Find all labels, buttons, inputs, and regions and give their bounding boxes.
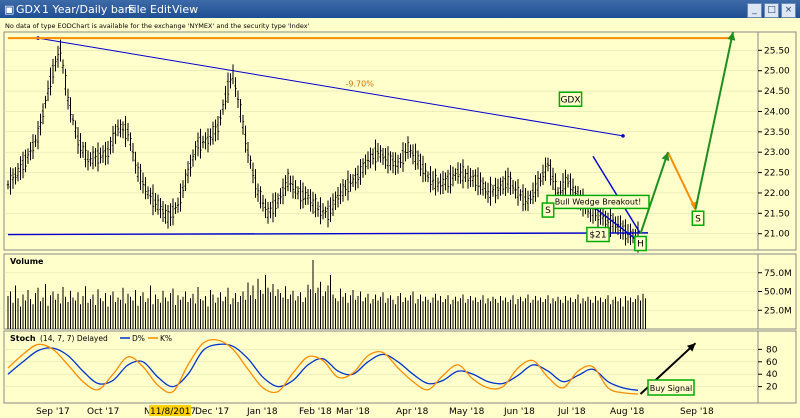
price-tick-label: 21.00 bbox=[764, 230, 790, 240]
stoch-params: (14, 7, 7) Delayed bbox=[40, 334, 108, 343]
x-tick-label: Sep '17 bbox=[36, 407, 70, 417]
stochastic-panel-frame bbox=[3, 330, 759, 404]
volume-panel-axis-strip bbox=[757, 253, 797, 330]
projection-pullback-line bbox=[667, 151, 697, 210]
legend-d-label: D% bbox=[132, 334, 145, 343]
annotation-text-2: S bbox=[545, 206, 551, 216]
price-tick-label: 22.00 bbox=[764, 189, 790, 199]
price-tick-label: 23.50 bbox=[764, 128, 790, 138]
price-tick-label: 23.00 bbox=[764, 148, 790, 158]
volume-panel: Volume 75.0M 50.0M 25.0M bbox=[3, 253, 797, 330]
x-tick-label: Apr '18 bbox=[396, 407, 429, 417]
annotation-box-2 bbox=[541, 202, 555, 218]
chart-area: No data of type EODChart is available fo… bbox=[3, 22, 797, 417]
projection-rally-arrow bbox=[639, 151, 669, 235]
annotation-text-5: H bbox=[637, 240, 644, 250]
stoch-title: Stoch bbox=[10, 334, 36, 343]
trendline-end-dot bbox=[621, 134, 625, 138]
buy-signal-label: Buy Signal bbox=[650, 384, 692, 393]
annotation-text-0: GDX bbox=[560, 95, 580, 105]
x-tick-label: Feb '18 bbox=[299, 407, 332, 417]
x-tick-label: 11/8/2017 bbox=[150, 407, 196, 417]
maximize-icon[interactable]: □ bbox=[764, 3, 779, 18]
price-tick-label: 24.50 bbox=[764, 87, 790, 97]
projection-rally-arrow-head bbox=[661, 152, 670, 162]
x-tick-label: Jul '18 bbox=[557, 407, 586, 417]
x-tick-label: Aug '18 bbox=[610, 407, 645, 417]
price-tick-label: 22.50 bbox=[764, 169, 790, 179]
annotation-box-3 bbox=[691, 210, 705, 226]
x-tick-label: Jun '18 bbox=[503, 407, 535, 417]
projection-target-arrow bbox=[694, 31, 734, 210]
x-tick-label: Sep '18 bbox=[680, 407, 714, 417]
annotation-text-4: $21 bbox=[589, 231, 606, 241]
window-controls: _ □ × bbox=[745, 2, 796, 18]
stoch-tick-label: 60 bbox=[766, 358, 778, 368]
timeframe-label[interactable]: 1 Year/Daily bars bbox=[42, 3, 135, 16]
annotation-box-4 bbox=[586, 226, 610, 243]
buy-signal-box bbox=[647, 379, 695, 396]
stochastic-panel-axis-strip bbox=[757, 330, 797, 404]
price-panel-axis-strip bbox=[757, 31, 797, 251]
price-tick-label: 24.00 bbox=[764, 107, 790, 117]
volume-tick-label: 75.0M bbox=[764, 269, 792, 279]
stochastic-panel: Stoch (14, 7, 7) Delayed D% K% 80 60 40 20 Buy S… bbox=[3, 330, 797, 404]
stoch-tick-label: 40 bbox=[766, 370, 778, 380]
menu-file[interactable]: File bbox=[128, 3, 147, 16]
volume-title: Volume bbox=[10, 257, 44, 266]
annotation-box-1 bbox=[546, 194, 650, 210]
volume-tick-label: 25.0M bbox=[764, 306, 792, 316]
annotation-text-1: Bull Wedge Breakout! bbox=[555, 198, 642, 207]
x-tick-label: May '18 bbox=[449, 407, 485, 417]
window-titlebar: ▣ GDX 1 Year/Daily bars File Edit View _… bbox=[0, 0, 800, 18]
price-panel: 21.00 21.50 22.00 22.50 23.00 23.50 24.00 24.50… bbox=[3, 31, 797, 253]
menu-edit[interactable]: Edit bbox=[150, 3, 172, 16]
menu-view[interactable]: View bbox=[172, 3, 199, 16]
trendline-1 bbox=[7, 232, 649, 236]
stoch-tick-label: 80 bbox=[766, 345, 778, 355]
data-notice: No data of type EODChart is available fo… bbox=[5, 22, 310, 30]
stoch-line-d bbox=[7, 343, 639, 391]
price-tick-label: 25.00 bbox=[764, 67, 790, 77]
x-tick-label: Mar '18 bbox=[336, 407, 370, 417]
annotation-box-5 bbox=[634, 235, 647, 252]
price-panel-frame bbox=[3, 31, 759, 251]
legend-k-label: K% bbox=[160, 334, 172, 343]
x-tick-label: Oct '17 bbox=[87, 407, 119, 417]
stoch-tick-label: 20 bbox=[766, 383, 778, 393]
price-tick-label: 21.50 bbox=[764, 209, 790, 219]
stoch-line-k bbox=[7, 338, 639, 395]
minimize-icon[interactable]: _ bbox=[747, 3, 762, 18]
price-tick-label: 25.50 bbox=[764, 46, 790, 56]
date-highlight bbox=[149, 405, 191, 416]
projection-target-arrow-head bbox=[727, 32, 736, 41]
trendline-0 bbox=[37, 37, 624, 137]
annotation-box-0 bbox=[558, 91, 583, 107]
volume-tick-label: 50.0M bbox=[764, 288, 792, 298]
x-tick-label: Jan '18 bbox=[246, 407, 278, 417]
symbol-label: GDX bbox=[16, 3, 41, 16]
buy-signal-arrowhead bbox=[686, 343, 696, 352]
x-tick-label: Dec '17 bbox=[195, 407, 229, 417]
annotation-text-3: S bbox=[695, 214, 701, 224]
chart-window-icon: ▣ bbox=[4, 3, 15, 16]
close-icon[interactable]: × bbox=[781, 3, 796, 18]
trendline-percent-label: -9.70% bbox=[346, 80, 375, 89]
